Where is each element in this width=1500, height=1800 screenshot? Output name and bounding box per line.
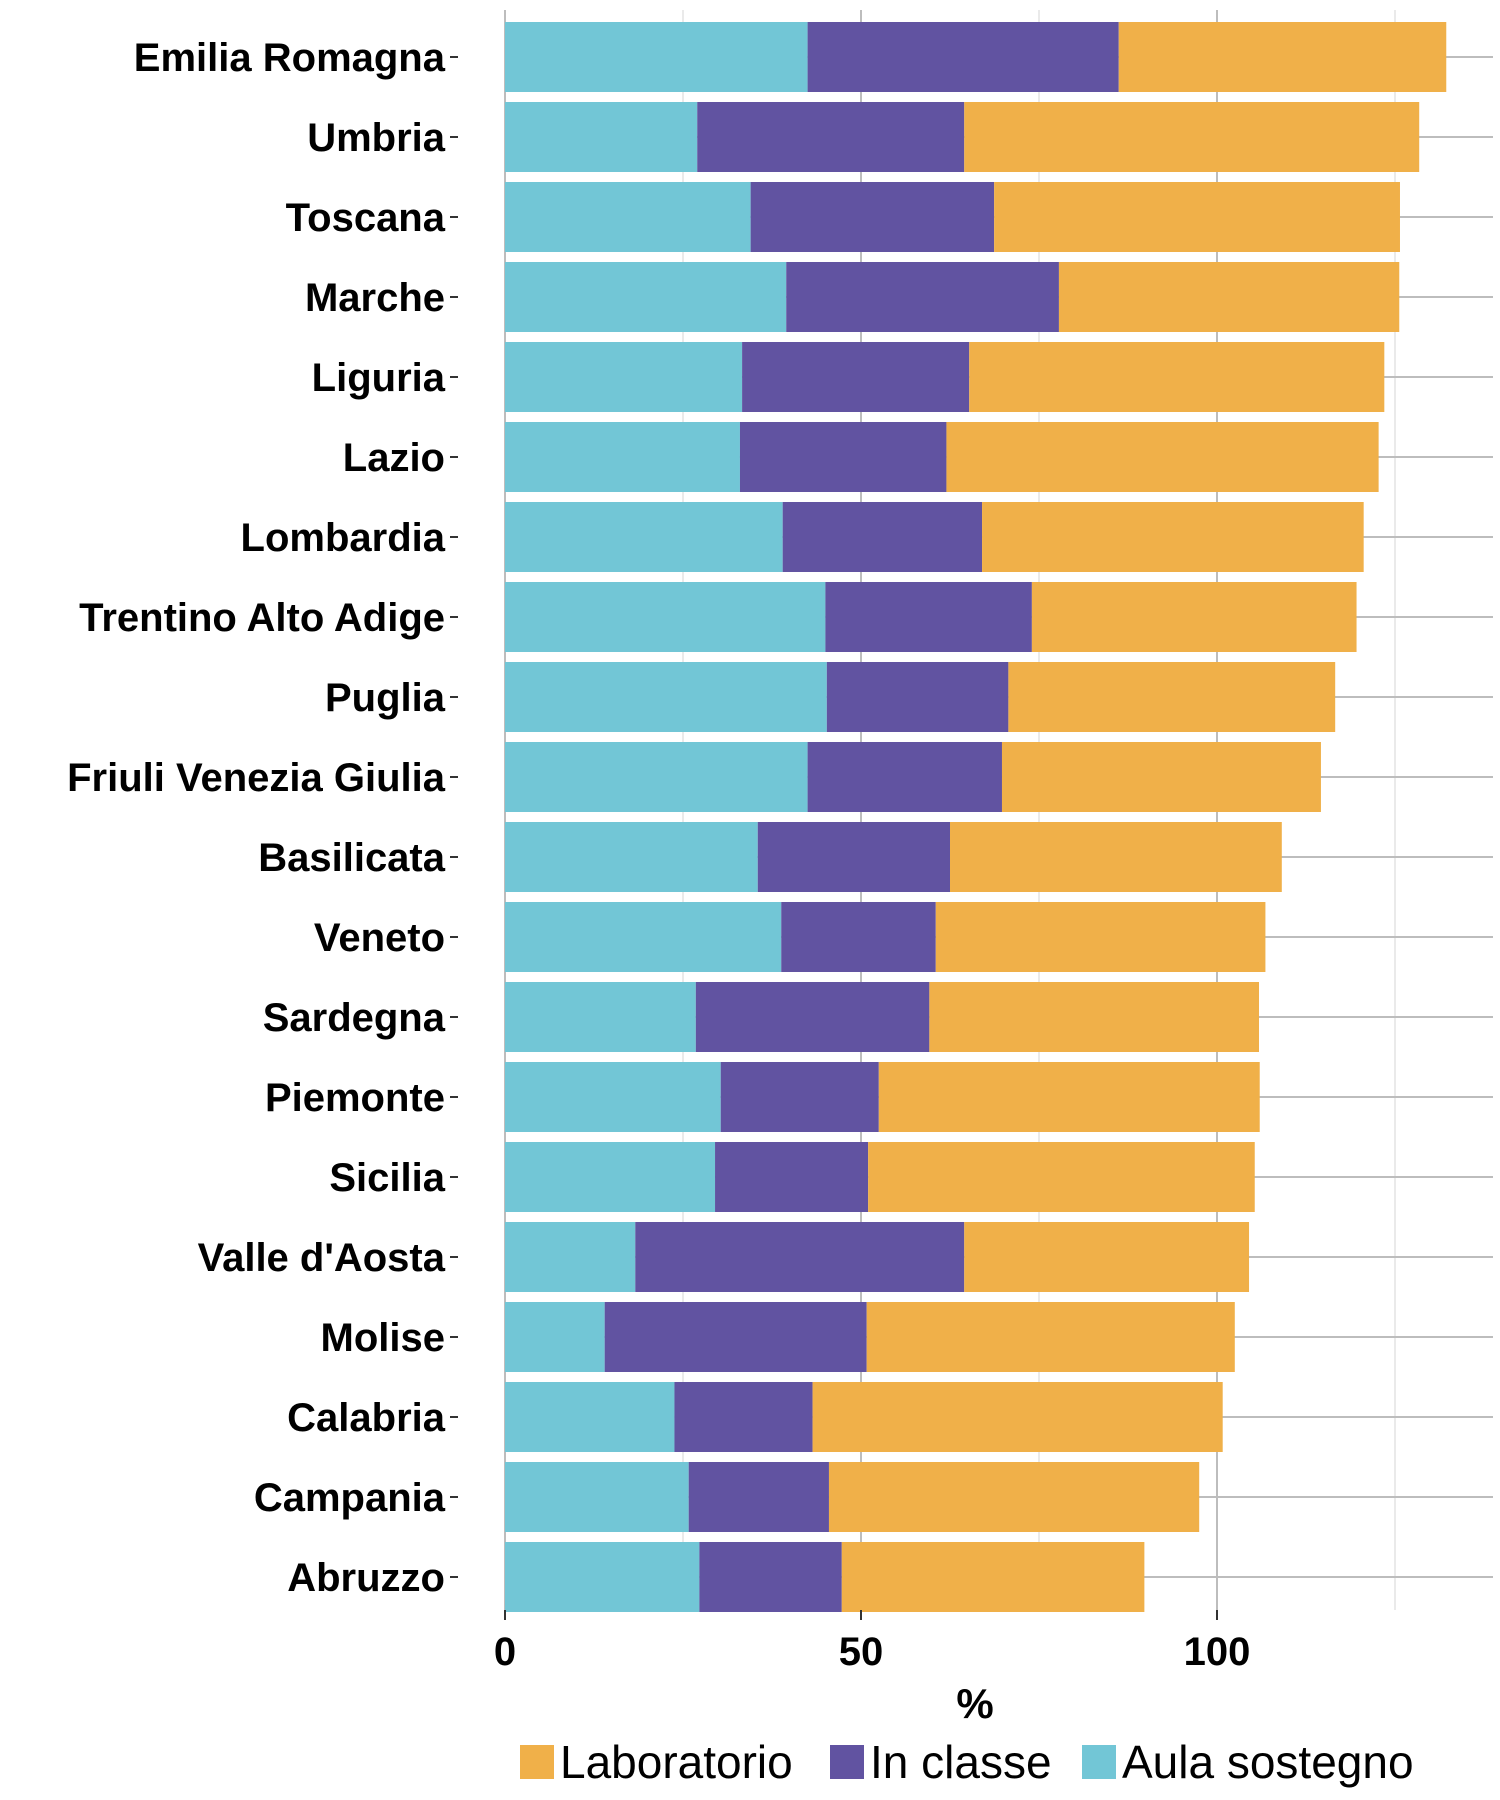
bar-in-classe xyxy=(720,1062,879,1132)
bar-in-classe xyxy=(750,182,995,252)
bar-aula-sostegno xyxy=(505,182,751,252)
bar-aula-sostegno xyxy=(505,342,743,412)
bar-laboratorio xyxy=(828,1462,1200,1532)
x-axis-title: % xyxy=(956,1680,993,1727)
y-tick-label: Trentino Alto Adige xyxy=(79,596,445,640)
bar-laboratorio xyxy=(841,1542,1145,1612)
legend: Laboratorio In classe Aula sostegno xyxy=(520,1736,1414,1788)
bar-aula-sostegno xyxy=(505,1542,700,1612)
y-tick-label: Toscana xyxy=(286,196,446,240)
legend-label-aula-sostegno: Aula sostegno xyxy=(1122,1736,1414,1788)
bar-laboratorio xyxy=(946,422,1379,492)
legend-label-in-classe: In classe xyxy=(870,1736,1052,1788)
y-tick-label: Lombardia xyxy=(241,516,446,560)
bar-aula-sostegno xyxy=(505,1302,605,1372)
y-tick-label: Veneto xyxy=(314,916,445,960)
bar-in-classe xyxy=(715,1142,869,1212)
x-tick-label: 50 xyxy=(839,1630,884,1674)
y-tick-label: Lazio xyxy=(343,436,445,480)
bar-in-classe xyxy=(699,1542,842,1612)
bar-in-classe xyxy=(826,662,1009,732)
bar-aula-sostegno xyxy=(505,902,782,972)
bar-in-classe xyxy=(739,422,947,492)
bar-in-classe xyxy=(786,262,1059,332)
y-tick-label: Campania xyxy=(254,1476,446,1520)
bar-laboratorio xyxy=(964,1222,1250,1292)
x-tick-label: 0 xyxy=(494,1630,516,1674)
bar-in-classe xyxy=(604,1302,867,1372)
bar-in-classe xyxy=(781,902,936,972)
legend-swatch-in-classe xyxy=(830,1745,864,1779)
x-axis: 0 50 100 xyxy=(494,1610,1251,1674)
bar-in-classe xyxy=(695,982,930,1052)
bar-laboratorio xyxy=(1118,22,1447,92)
bar-in-classe xyxy=(807,22,1119,92)
bar-in-classe xyxy=(757,822,950,892)
y-tick-label: Puglia xyxy=(325,676,446,720)
bar-aula-sostegno xyxy=(505,742,808,812)
legend-label-laboratorio: Laboratorio xyxy=(560,1736,793,1788)
bar-aula-sostegno xyxy=(505,822,758,892)
y-tick-label: Basilicata xyxy=(258,836,446,880)
y-axis: Emilia Romagna Umbria Toscana Marche Liguria… xyxy=(67,36,458,1600)
y-tick-label: Friuli Venezia Giulia xyxy=(67,756,446,800)
bar-aula-sostegno xyxy=(505,1142,716,1212)
bar-aula-sostegno xyxy=(505,1222,636,1292)
bar-laboratorio xyxy=(994,182,1400,252)
bar-aula-sostegno xyxy=(505,422,740,492)
bar-aula-sostegno xyxy=(505,502,783,572)
y-tick-label: Marche xyxy=(305,276,445,320)
bar-aula-sostegno xyxy=(505,1382,675,1452)
bar-in-classe xyxy=(807,742,1002,812)
bar-in-classe xyxy=(688,1462,829,1532)
bar-aula-sostegno xyxy=(505,982,696,1052)
bar-laboratorio xyxy=(982,502,1364,572)
bar-laboratorio xyxy=(1008,662,1336,732)
bar-laboratorio xyxy=(929,982,1260,1052)
bar-aula-sostegno xyxy=(505,1462,689,1532)
y-tick-label: Molise xyxy=(321,1316,445,1360)
bar-in-classe xyxy=(674,1382,813,1452)
bar-laboratorio xyxy=(866,1302,1235,1372)
y-tick-label: Abruzzo xyxy=(287,1556,445,1600)
y-tick-label: Liguria xyxy=(312,356,446,400)
bar-laboratorio xyxy=(1001,742,1321,812)
bar-laboratorio xyxy=(1031,582,1357,652)
bar-aula-sostegno xyxy=(505,102,698,172)
bar-in-classe xyxy=(782,502,983,572)
y-tick-label: Umbria xyxy=(307,116,446,160)
bar-laboratorio xyxy=(1058,262,1400,332)
x-tick-label: 100 xyxy=(1184,1630,1251,1674)
y-tick-label: Sardegna xyxy=(263,996,446,1040)
bar-in-classe xyxy=(742,342,970,412)
legend-swatch-laboratorio xyxy=(520,1745,554,1779)
bar-in-classe xyxy=(635,1222,965,1292)
bar-laboratorio xyxy=(868,1142,1255,1212)
y-tick-label: Piemonte xyxy=(265,1076,445,1120)
bars xyxy=(505,22,1447,1612)
bar-laboratorio xyxy=(878,1062,1260,1132)
bar-in-classe xyxy=(697,102,965,172)
bar-aula-sostegno xyxy=(505,262,787,332)
bar-aula-sostegno xyxy=(505,662,827,732)
bar-laboratorio xyxy=(935,902,1266,972)
y-tick-label: Sicilia xyxy=(329,1156,445,1200)
bar-in-classe xyxy=(825,582,1032,652)
y-tick-label: Calabria xyxy=(287,1396,446,1440)
bar-aula-sostegno xyxy=(505,1062,721,1132)
bar-laboratorio xyxy=(812,1382,1223,1452)
y-tick-label: Valle d'Aosta xyxy=(198,1236,446,1280)
bar-laboratorio xyxy=(969,342,1385,412)
bar-laboratorio xyxy=(950,822,1282,892)
legend-swatch-aula-sostegno xyxy=(1082,1745,1116,1779)
y-tick-label: Emilia Romagna xyxy=(134,36,446,80)
bar-aula-sostegno xyxy=(505,22,808,92)
bar-laboratorio xyxy=(964,102,1420,172)
bar-aula-sostegno xyxy=(505,582,826,652)
